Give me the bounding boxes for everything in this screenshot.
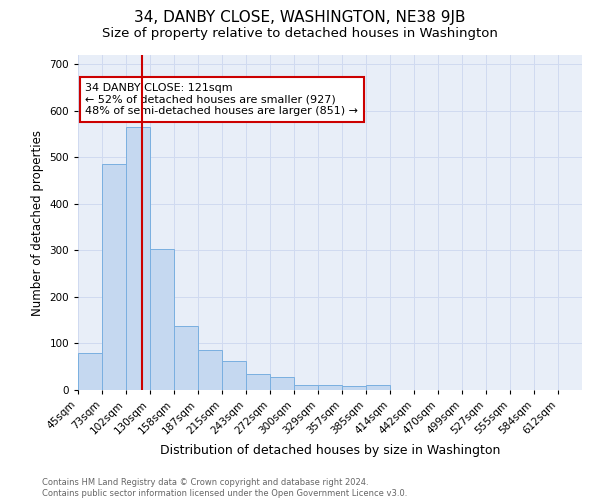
Bar	[294, 386, 318, 390]
Bar	[246, 374, 270, 390]
Text: Contains HM Land Registry data © Crown copyright and database right 2024.
Contai: Contains HM Land Registry data © Crown c…	[42, 478, 407, 498]
Bar	[342, 386, 366, 390]
Bar	[174, 326, 198, 390]
Bar	[150, 249, 174, 390]
Bar	[318, 386, 342, 390]
X-axis label: Distribution of detached houses by size in Washington: Distribution of detached houses by size …	[160, 444, 500, 457]
Text: 34, DANBY CLOSE, WASHINGTON, NE38 9JB: 34, DANBY CLOSE, WASHINGTON, NE38 9JB	[134, 10, 466, 25]
Bar	[270, 377, 294, 390]
Y-axis label: Number of detached properties: Number of detached properties	[31, 130, 44, 316]
Bar	[102, 164, 126, 390]
Bar	[222, 361, 246, 390]
Text: Size of property relative to detached houses in Washington: Size of property relative to detached ho…	[102, 28, 498, 40]
Bar	[78, 353, 102, 390]
Bar	[366, 386, 390, 390]
Bar	[126, 127, 150, 390]
Bar	[198, 350, 222, 390]
Text: 34 DANBY CLOSE: 121sqm
← 52% of detached houses are smaller (927)
48% of semi-de: 34 DANBY CLOSE: 121sqm ← 52% of detached…	[85, 83, 358, 116]
